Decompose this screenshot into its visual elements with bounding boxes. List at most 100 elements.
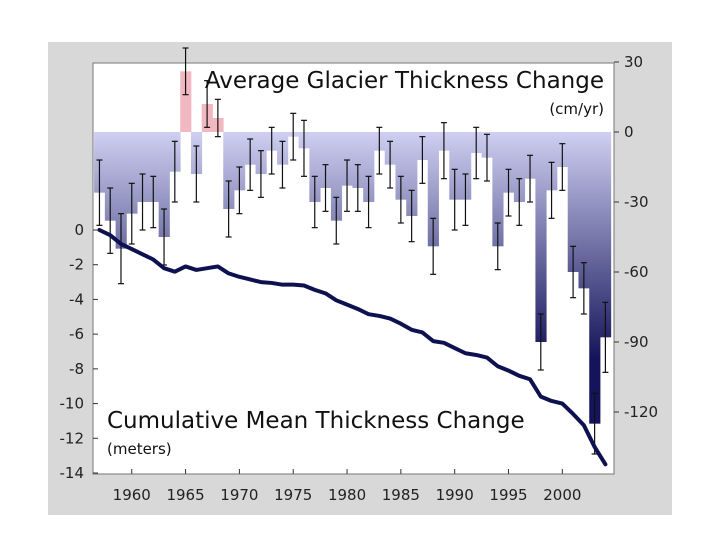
bar-1991 — [460, 132, 472, 200]
bar-chart-title: Average Glacier Thickness Change — [205, 68, 604, 94]
bar-1995 — [503, 132, 515, 193]
error-bar-1964 — [171, 140, 178, 203]
error-bar-1982 — [365, 175, 372, 229]
error-bar-1966 — [193, 145, 200, 203]
bar-2003 — [589, 132, 601, 424]
bar-1999 — [546, 132, 558, 191]
line-chart-title: Cumulative Mean Thickness Change — [107, 408, 525, 434]
error-bar-1977 — [311, 175, 318, 229]
error-bar-2001 — [570, 245, 577, 299]
error-bar-1965 — [182, 47, 189, 96]
bar-2001 — [567, 132, 579, 272]
x-tick-label-1995: 1995 — [489, 486, 527, 504]
error-bar-1962 — [150, 175, 157, 229]
error-bar-1973 — [268, 126, 275, 175]
error-bar-1992 — [473, 126, 480, 180]
x-tick-label-1980: 1980 — [328, 486, 366, 504]
bar-1958 — [104, 132, 116, 221]
left-tick-label-4: -8 — [69, 360, 84, 378]
error-bar-2002 — [580, 262, 587, 315]
bar-chart-units: (cm/yr) — [549, 100, 604, 118]
bar-1960 — [126, 132, 138, 214]
error-bar-1970 — [236, 166, 243, 215]
bar-1970 — [234, 132, 246, 191]
right-tick-label-0: 30 — [624, 53, 643, 71]
right-axis-ticks: 30 0 -30 -60 -90 -120 — [614, 53, 658, 421]
error-bar-1993 — [483, 133, 490, 182]
cumulative-line-series — [97, 228, 608, 467]
bar-1990 — [449, 132, 461, 200]
error-bar-1969 — [225, 180, 232, 238]
bar-1961 — [137, 132, 149, 202]
error-bar-1967 — [204, 80, 211, 128]
error-bar-1991 — [462, 173, 469, 226]
error-bar-1960 — [128, 182, 135, 245]
error-bar-2000 — [559, 143, 566, 191]
error-bar-1957 — [96, 159, 103, 226]
error-bar-1994 — [494, 222, 501, 271]
left-tick-label-7: -14 — [60, 464, 85, 482]
line-chart-units: (meters) — [107, 440, 172, 458]
left-tick-label-3: -6 — [69, 325, 84, 343]
right-tick-label-1: 0 — [624, 123, 634, 141]
x-tick-label-1990: 1990 — [436, 486, 474, 504]
x-tick-label-1965: 1965 — [166, 486, 204, 504]
error-bar-1958 — [107, 187, 114, 254]
error-bar-1995 — [505, 168, 512, 217]
error-bar-1971 — [247, 138, 254, 191]
right-tick-label-5: -120 — [624, 403, 658, 421]
bar-1988 — [427, 132, 439, 247]
x-tick-label-1970: 1970 — [220, 486, 258, 504]
bar-1996 — [513, 132, 526, 202]
error-bar-1979 — [333, 196, 340, 245]
bar-2004 — [600, 132, 612, 338]
left-tick-label-6: -12 — [60, 429, 85, 447]
error-bar-1983 — [376, 126, 383, 175]
bar-2002 — [578, 132, 590, 289]
error-bar-1968 — [214, 98, 221, 138]
right-tick-label-4: -90 — [624, 333, 649, 351]
error-bar-1998 — [537, 313, 544, 371]
x-tick-label-1975: 1975 — [274, 486, 312, 504]
error-bar-1999 — [548, 161, 555, 219]
x-tick-label-1960: 1960 — [113, 486, 151, 504]
error-bar-1990 — [451, 168, 458, 231]
bar-1998 — [535, 132, 547, 342]
error-bar-1975 — [290, 112, 297, 161]
bar-1965 — [180, 71, 192, 132]
error-bar-1985 — [397, 175, 404, 224]
right-tick-label-2: -30 — [624, 193, 649, 211]
bar-1985 — [395, 132, 407, 200]
error-bar-1961 — [139, 173, 146, 231]
bar-1979 — [330, 132, 343, 221]
bar-1980 — [341, 132, 353, 186]
x-tick-label-1985: 1985 — [382, 486, 420, 504]
bar-1963 — [158, 132, 170, 237]
error-bar-1981 — [354, 164, 361, 212]
error-bars — [96, 47, 609, 455]
error-bar-1984 — [387, 140, 394, 189]
left-tick-label-0: 0 — [74, 221, 84, 239]
error-bar-1978 — [322, 164, 329, 212]
bar-1982 — [363, 132, 375, 202]
right-tick-label-3: -60 — [624, 263, 649, 281]
left-tick-label-1: -2 — [69, 256, 84, 274]
bar-1977 — [309, 132, 321, 202]
bar-1959 — [115, 132, 127, 249]
bar-1969 — [223, 132, 235, 209]
error-bar-2004 — [602, 301, 609, 373]
error-bar-1997 — [527, 154, 534, 203]
error-bar-1987 — [419, 136, 426, 184]
bar-1981 — [352, 132, 364, 188]
bar-1962 — [147, 132, 160, 202]
error-bar-1959 — [117, 213, 124, 285]
bar-1986 — [406, 132, 418, 216]
bar-1994 — [492, 132, 504, 247]
error-bar-1980 — [344, 159, 351, 212]
error-bar-1974 — [279, 140, 286, 189]
left-tick-label-5: -10 — [60, 395, 85, 413]
left-axis-ticks: 0 -2 -4 -6 -8 -10 -12 -14 — [60, 221, 98, 482]
left-tick-label-2: -4 — [69, 290, 84, 308]
error-bar-1996 — [516, 178, 523, 226]
x-axis-ticks: 1960 1965 1970 1975 1980 1985 1990 1995 2000 — [113, 469, 581, 504]
